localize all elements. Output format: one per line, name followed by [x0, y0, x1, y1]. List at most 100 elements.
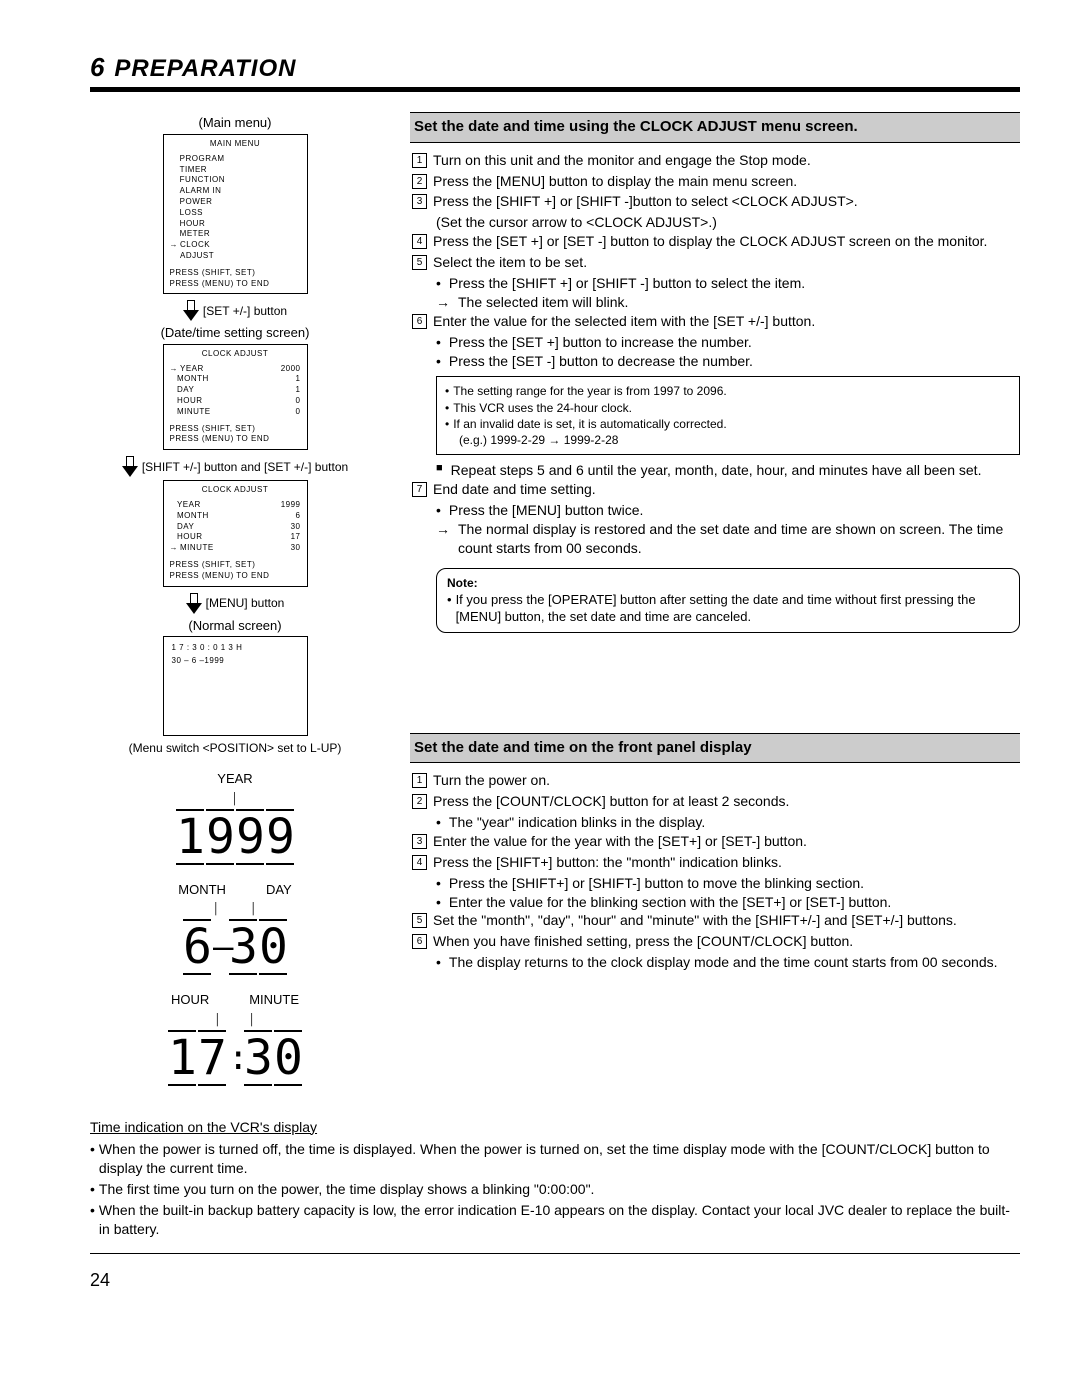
footer-b2: The first time you turn on the power, th… [99, 1180, 595, 1199]
seg-hour-label: HOUR [171, 991, 209, 1009]
menu-row: →MINUTE30 [170, 543, 301, 554]
step-num: 1 [412, 773, 427, 788]
normal-l2: 30 – 6 –1999 [172, 656, 301, 667]
menu-foot1: PRESS (SHIFT, SET) [170, 268, 301, 279]
step-num: 3 [412, 834, 427, 849]
normal-screen-box: 1 7 : 3 0 : 0 1 3 H 30 – 6 –1999 [163, 636, 308, 736]
step-num: 4 [412, 855, 427, 870]
step-sub: Enter the value for the blinking section… [436, 893, 1020, 912]
menu-row: HOUR0 [170, 396, 301, 407]
seg-char: 1 [176, 809, 204, 865]
seg-char: 3 [244, 1030, 272, 1086]
arrow-down-icon [122, 456, 136, 478]
menu-row: MINUTE0 [170, 407, 301, 418]
arrow3-caption: [MENU] button [206, 596, 285, 610]
menu-title: MAIN MENU [170, 139, 301, 150]
menu-foot1: PRESS (SHIFT, SET) [170, 560, 301, 571]
page-number: 24 [90, 1268, 1020, 1292]
step-text: Press the [SET +] or [SET -] button to d… [433, 232, 1020, 251]
info-line: If an invalid date is set, it is automat… [453, 416, 726, 432]
seg-char: 1 [168, 1030, 196, 1086]
step-text: Press the [MENU] button to display the m… [433, 172, 1020, 191]
step-sub: The normal display is restored and the s… [436, 520, 1020, 558]
seg-char: 9 [206, 809, 234, 865]
step-text: Select the item to be set. [433, 253, 1020, 272]
clock2-box: CLOCK ADJUST YEAR1999 MONTH6 DAY30 HOUR1… [163, 480, 308, 586]
step-sub: Press the [MENU] button twice. [436, 501, 1020, 520]
step-text: Press the [COUNT/CLOCK] button for at le… [433, 792, 1020, 811]
seg-char: 0 [274, 1030, 302, 1086]
step-sub: The display returns to the clock display… [436, 953, 1020, 972]
step-text: End date and time setting. [433, 480, 1020, 499]
menu-row: DAY30 [170, 522, 301, 533]
seg-year-label: YEAR [217, 770, 252, 788]
chapter-number: 6 [90, 52, 104, 82]
menu-foot2: PRESS (MENU) TO END [170, 434, 301, 445]
seg-month-label: MONTH [178, 881, 226, 899]
step-sub: Press the [SET -] button to decrease the… [436, 352, 1020, 371]
right-column: Set the date and time using the CLOCK AD… [410, 112, 1020, 1087]
step-num: 5 [412, 913, 427, 928]
menu-row: MONTH1 [170, 374, 301, 385]
seg-minute-label: MINUTE [249, 991, 299, 1009]
seg-year-group: YEAR │ 1999 [90, 770, 380, 866]
menu-title: CLOCK ADJUST [170, 485, 301, 496]
section2-heading: Set the date and time on the front panel… [410, 733, 1020, 763]
menu-row: HOUR17 [170, 532, 301, 543]
footer-b3: When the built-in backup battery capacit… [99, 1201, 1020, 1239]
step-text: Turn on this unit and the monitor and en… [433, 151, 1020, 170]
chapter-title: PREPARATION [114, 55, 296, 82]
seg-char: – [213, 930, 227, 964]
step-sub: Press the [SHIFT+] or [SHIFT-] button to… [436, 874, 1020, 893]
step-num: 2 [412, 794, 427, 809]
arrow-down-icon [186, 593, 200, 615]
step-text: Enter the value for the selected item wi… [433, 312, 1020, 331]
menu-item: PROGRAM TIMER [170, 154, 301, 176]
menu-foot2: PRESS (MENU) TO END [170, 279, 301, 290]
main-menu-box: MAIN MENU PROGRAM TIMER FUNCTION ALARM I… [163, 134, 308, 294]
step-num: 7 [412, 482, 427, 497]
note-text: If you press the [OPERATE] button after … [456, 591, 1009, 626]
step-text: When you have finished setting, press th… [433, 932, 1020, 951]
step-num: 4 [412, 234, 427, 249]
step-text: Set the "month", "day", "hour" and "minu… [433, 911, 1020, 930]
section2-steps: 1 Turn the power on. 2 Press the [COUNT/CL… [412, 771, 1020, 972]
footer-section: Time indication on the VCR's display Whe… [90, 1118, 1020, 1254]
seg-char: : [228, 1041, 242, 1075]
step-num: 6 [412, 314, 427, 329]
menu-row: YEAR1999 [170, 500, 301, 511]
arrow2-caption: [SHIFT +/-] button and [SET +/-] button [142, 460, 348, 474]
menu-item: ALARM IN [170, 186, 301, 197]
seg-md-group: MONTHDAY │ │ 6–30 [90, 881, 380, 977]
chapter-header: 6 PREPARATION [90, 50, 1020, 92]
menu-item: FUNCTION [170, 175, 301, 186]
step-sub: The selected item will blink. [436, 293, 1020, 312]
menu-row: →YEAR2000 [170, 364, 301, 375]
seg-char: 7 [198, 1030, 226, 1086]
step-text: Enter the value for the year with the [S… [433, 832, 1020, 851]
seg-day-label: DAY [266, 881, 292, 899]
seg-char: 9 [236, 809, 264, 865]
seg-year-display: 1999 [172, 807, 298, 867]
main-menu-label: (Main menu) [90, 114, 380, 132]
arrow1-caption: [SET +/-] button [203, 304, 287, 318]
normal-label: (Normal screen) [90, 617, 380, 635]
position-caption: (Menu switch <POSITION> set to L-UP) [90, 740, 380, 756]
step-num: 5 [412, 255, 427, 270]
step-sub: Press the [SHIFT +] or [SHIFT -] button … [436, 274, 1020, 293]
section1-steps: 1 Turn on this unit and the monitor and e… [412, 151, 1020, 633]
info-line: The setting range for the year is from 1… [453, 383, 727, 399]
step-num: 1 [412, 153, 427, 168]
seg-char: 9 [266, 809, 294, 865]
step-text: Turn the power on. [433, 771, 1020, 790]
seg-char: 0 [259, 919, 287, 975]
seg-char: 3 [229, 919, 257, 975]
info-line: This VCR uses the 24-hour clock. [453, 400, 632, 416]
note-label: Note: [447, 575, 1009, 591]
menu-foot1: PRESS (SHIFT, SET) [170, 424, 301, 435]
seg-hm-display: 17:30 [164, 1028, 306, 1088]
datetime-label: (Date/time setting screen) [90, 324, 380, 342]
seg-char: 6 [183, 919, 211, 975]
normal-l1: 1 7 : 3 0 : 0 1 3 H [172, 643, 301, 654]
note-box: Note: If you press the [OPERATE] button … [436, 568, 1020, 633]
